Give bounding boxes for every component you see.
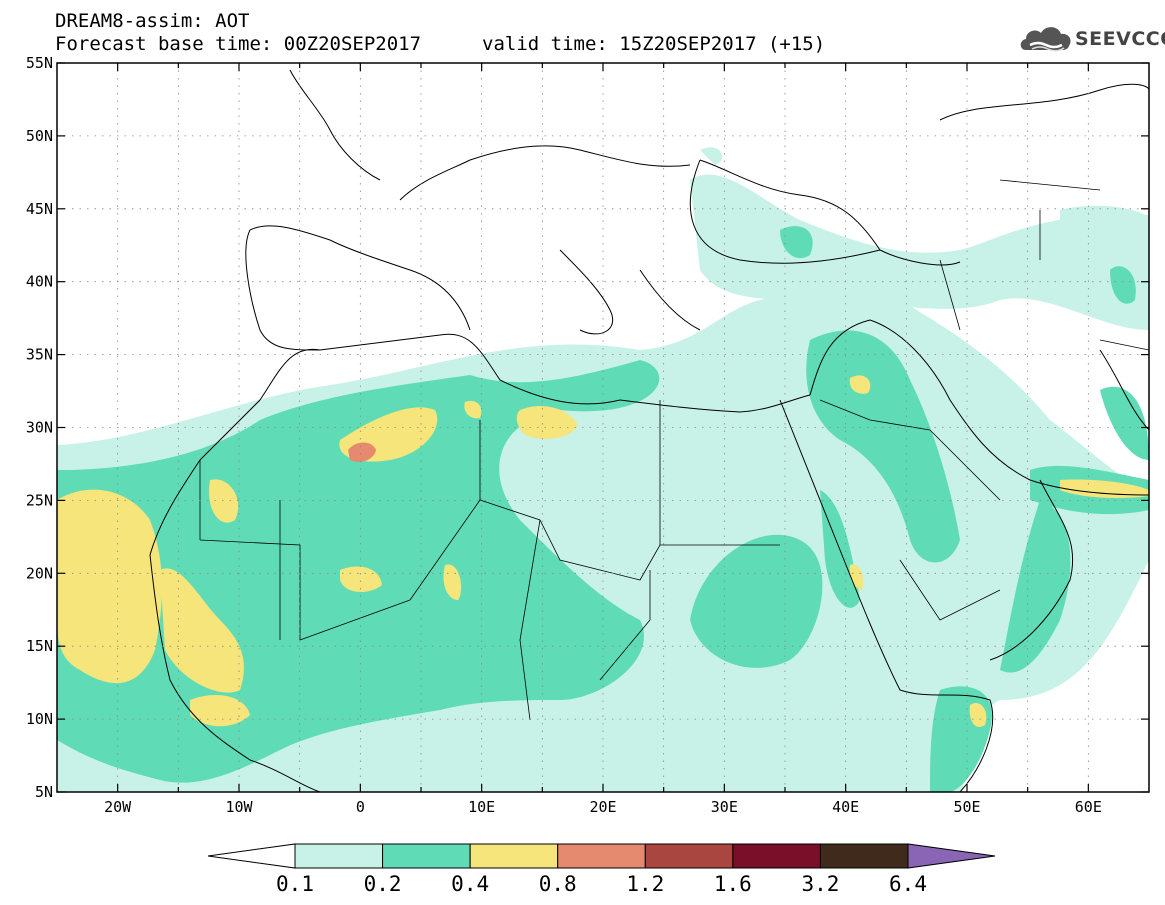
valid-time: valid time: 15Z20SEP2017 (+15) [482, 33, 826, 55]
lat-label: 20N [26, 564, 53, 582]
colorbar-swatch [382, 843, 471, 869]
lat-label: 35N [26, 346, 53, 364]
forecast-base-time: Forecast base time: 00Z20SEP2017 [55, 33, 422, 55]
lon-label: 30E [711, 798, 738, 816]
map-title: DREAM8-assim: AOT [55, 10, 250, 32]
lat-label: 30N [26, 419, 53, 437]
gridlines [57, 63, 1149, 792]
lon-label: 10E [468, 798, 495, 816]
logo-text: SEEVCCC [1075, 28, 1165, 50]
colorbar-label: 0.4 [451, 872, 490, 896]
lon-label: 0 [356, 798, 365, 816]
colorbar-label: 0.8 [538, 872, 577, 896]
colorbar-swatch [819, 843, 909, 869]
colorbar-high-arrow [907, 843, 996, 869]
colorbar-label: 6.4 [889, 872, 927, 896]
colorbar-label: 1.6 [713, 872, 752, 896]
colorbar-low-arrow [207, 843, 296, 869]
colorbar-swatch [469, 843, 559, 869]
colorbar-swatch [644, 843, 734, 869]
lat-label: 25N [26, 491, 53, 509]
colorbar-swatch [557, 843, 646, 869]
colorbar-label: 0.1 [276, 872, 314, 896]
seevccc-logo: SEEVCCC [1018, 22, 1165, 56]
lon-label: 60E [1075, 798, 1102, 816]
lat-label: 10N [26, 710, 53, 728]
lat-label: 15N [26, 637, 53, 655]
colorbar-swatch [732, 843, 821, 869]
lat-label: 55N [26, 54, 53, 72]
lon-label: 40E [832, 798, 859, 816]
colorbar-label: 1.2 [626, 872, 665, 896]
lat-label: 40N [26, 273, 53, 291]
lat-label: 5N [35, 783, 53, 801]
lon-label: 20W [104, 798, 132, 816]
colorbar-label: 0.2 [363, 872, 402, 896]
lon-label: 10W [225, 798, 253, 816]
lat-label: 50N [26, 127, 53, 145]
colorbar [207, 843, 996, 869]
lon-label: 20E [589, 798, 616, 816]
coastlines [149, 69, 1149, 792]
colorbar-swatch [294, 843, 384, 869]
cloud-icon [1020, 27, 1071, 52]
aot-level-0.4 [57, 489, 162, 684]
lat-label: 45N [26, 200, 53, 218]
colorbar-label: 3.2 [801, 872, 840, 896]
lon-label: 50E [953, 798, 980, 816]
aot-level-0.8 [348, 442, 376, 462]
